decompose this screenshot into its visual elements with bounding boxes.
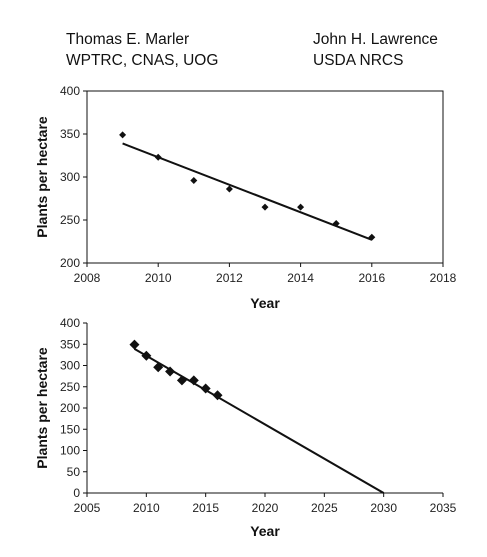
data-point — [153, 362, 164, 373]
author-right: John H. Lawrence USDA NRCS — [313, 29, 438, 71]
y-tick-label: 150 — [60, 422, 80, 436]
data-point — [190, 176, 198, 184]
author-left: Thomas E. Marler WPTRC, CNAS, UOG — [66, 29, 218, 71]
data-point — [176, 375, 187, 386]
chart-2: 0 50 100 150 200 250 300 350 400 2005 2010 2015 2020… — [34, 316, 457, 539]
y-tick-label: 50 — [67, 465, 81, 479]
author-left-affiliation: WPTRC, CNAS, UOG — [66, 52, 219, 69]
x-tick-label: 2010 — [133, 501, 160, 515]
data-point — [212, 390, 223, 401]
y-axis-label: Plants per hectare — [34, 347, 50, 469]
x-axis-label: Year — [250, 295, 280, 311]
x-axis-label: Year — [250, 523, 280, 539]
y-tick-label: 300 — [60, 359, 80, 373]
data-point — [200, 383, 211, 394]
data-point — [165, 366, 176, 377]
chart-1: 200 250 300 350 400 2008 2010 2012 2014 2016 2018 Y… — [34, 84, 457, 311]
data-point — [225, 185, 233, 193]
y-tick-label: 400 — [60, 316, 80, 330]
y-tick-label: 250 — [60, 380, 80, 394]
data-point — [119, 131, 127, 139]
trend-line — [122, 142, 373, 241]
data-point — [297, 203, 305, 211]
y-tick-label: 0 — [73, 486, 80, 500]
x-tick-label: 2016 — [358, 271, 385, 285]
x-tick-label: 2010 — [145, 271, 172, 285]
x-tick-label: 2012 — [216, 271, 243, 285]
x-tick-label: 2015 — [192, 501, 219, 515]
y-tick-label: 200 — [60, 256, 80, 270]
data-point — [261, 203, 269, 211]
author-right-affiliation: USDA NRCS — [313, 52, 404, 69]
x-tick-label: 2005 — [74, 501, 101, 515]
y-axis-label: Plants per hectare — [34, 116, 50, 238]
data-point — [368, 233, 376, 241]
data-point — [332, 219, 340, 227]
x-tick-label: 2030 — [370, 501, 397, 515]
data-point — [129, 339, 140, 350]
y-tick-label: 350 — [60, 127, 80, 141]
trend-line — [133, 348, 385, 494]
y-tick-label: 250 — [60, 213, 80, 227]
y-tick-label: 300 — [60, 170, 80, 184]
plot-border — [86, 90, 444, 264]
x-tick-label: 2020 — [252, 501, 279, 515]
author-right-name: John H. Lawrence — [313, 31, 438, 48]
x-tick-label: 2008 — [74, 271, 101, 285]
y-tick-label: 100 — [60, 444, 80, 458]
y-tick-label: 400 — [60, 84, 80, 98]
data-point — [188, 375, 199, 386]
x-tick-label: 2014 — [287, 271, 314, 285]
author-left-name: Thomas E. Marler — [66, 31, 190, 48]
y-tick-label: 350 — [60, 337, 80, 351]
data-point — [154, 153, 162, 161]
y-tick-label: 200 — [60, 401, 80, 415]
x-tick-label: 2025 — [311, 501, 338, 515]
data-point — [141, 350, 152, 361]
x-tick-label: 2018 — [430, 271, 457, 285]
x-tick-label: 2035 — [430, 501, 457, 515]
